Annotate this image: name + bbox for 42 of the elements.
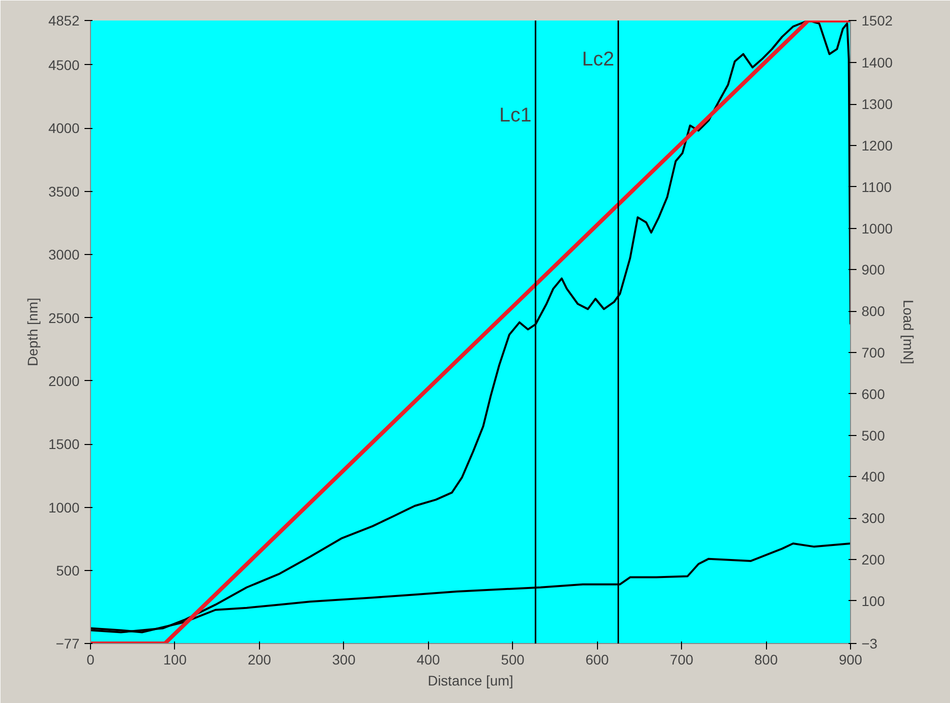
y-tick-label: 2000: [48, 372, 80, 389]
y2-tick-label: 1200: [862, 138, 893, 154]
x-tick-label: 200: [248, 652, 272, 668]
y2-tick-label: 1300: [862, 96, 893, 112]
y2-tick-label: 100: [862, 592, 886, 609]
x-tick-label: 0: [86, 652, 95, 668]
y-tick-label: 4500: [48, 56, 80, 73]
y-tick-label: 3000: [48, 246, 80, 263]
x-axis-title: Distance [um]: [428, 672, 514, 688]
x-tick-label: 100: [163, 652, 187, 668]
y-tick-label: 1500: [48, 436, 80, 452]
x-tick-label: 800: [754, 652, 778, 668]
y-tick-label: 1000: [48, 499, 80, 516]
x-tick-label: 500: [501, 652, 525, 668]
y2-tick-label: 1400: [862, 54, 893, 71]
y2-tick-label: 800: [862, 303, 886, 320]
ref-line-label: Lc1: [499, 104, 532, 126]
y2-tick-label: 700: [862, 344, 886, 360]
ref-line-label: Lc2: [582, 48, 614, 70]
y2-tick-label: 400: [862, 468, 886, 485]
y-tick-label: 3500: [48, 183, 80, 200]
y2-tick-label: −3: [862, 636, 878, 652]
x-tick-label: 300: [332, 652, 356, 668]
y2-tick-label: 1100: [862, 178, 892, 195]
y-tick-label: −77: [56, 636, 80, 652]
y2-tick-label: 600: [862, 386, 886, 402]
y-tick-label: 4852: [48, 12, 80, 28]
x-tick-label: 700: [670, 652, 694, 668]
y2-tick-label: 1000: [862, 220, 893, 236]
y2-tick-label: 200: [862, 551, 886, 568]
y-tick-label: 4000: [48, 120, 80, 136]
x-tick-label: 400: [416, 652, 440, 668]
y-axis-title: Depth [nm]: [24, 298, 40, 366]
y2-axis-title: Load [mN]: [900, 300, 917, 364]
y-tick-label: 500: [56, 562, 80, 579]
x-tick-label: 600: [585, 652, 610, 668]
y2-tick-label: 1502: [862, 12, 893, 28]
y2-tick-label: 500: [862, 427, 886, 444]
x-tick-label: 900: [838, 652, 862, 668]
y-tick-label: 2500: [48, 310, 80, 326]
y2-tick-label: 300: [862, 510, 886, 526]
y2-tick-label: 900: [862, 262, 886, 278]
